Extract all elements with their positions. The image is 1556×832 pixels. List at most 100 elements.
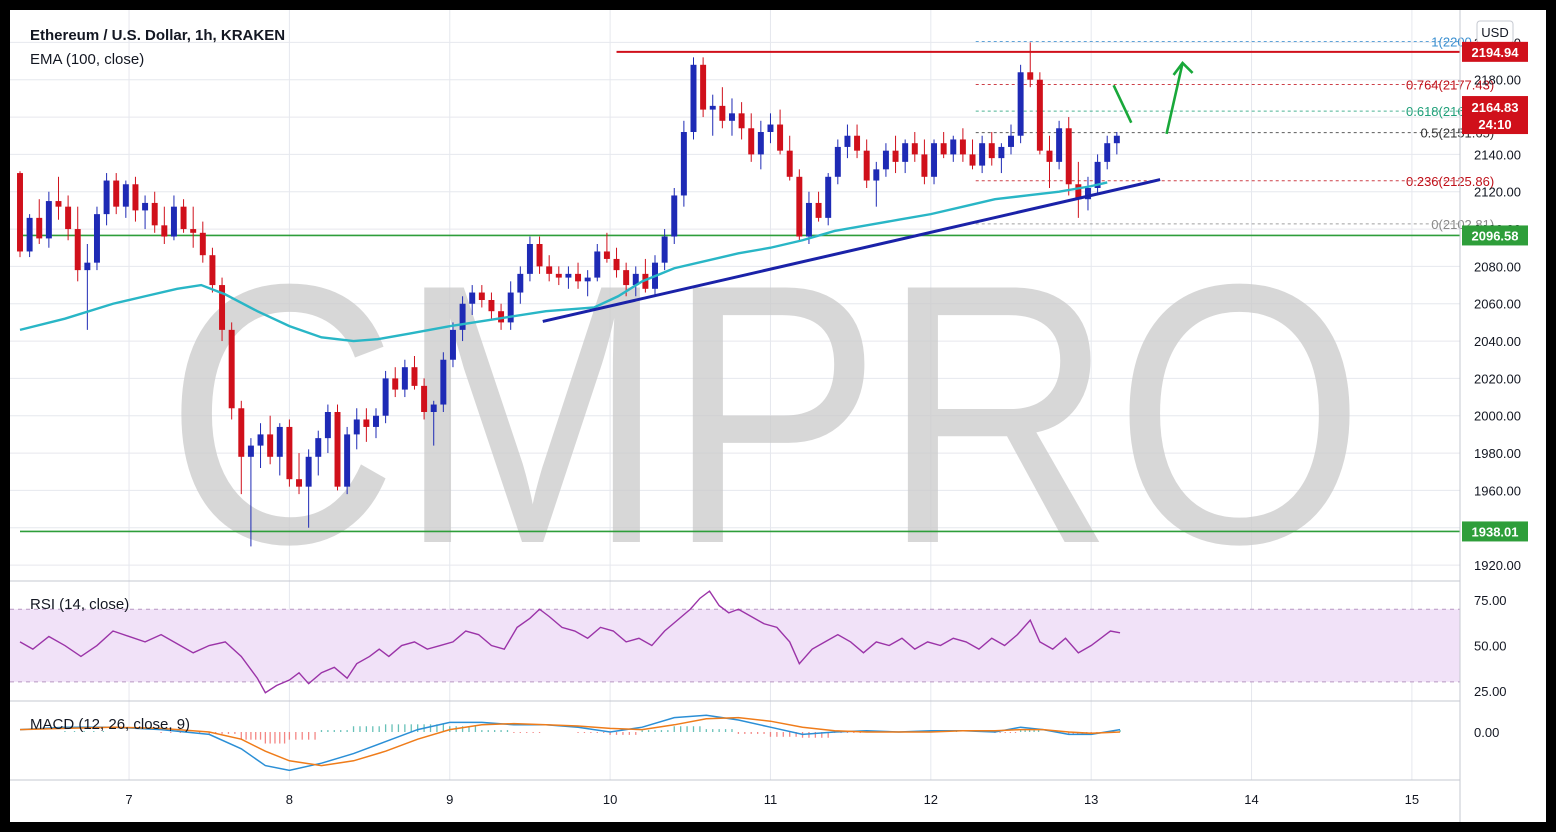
candle-body: [1017, 72, 1024, 136]
candle-body: [161, 225, 168, 237]
price-tick-label: 2020.00: [1474, 371, 1521, 386]
candle-body: [373, 415, 379, 427]
candle-body: [247, 445, 254, 457]
candle-body: [353, 419, 360, 435]
candle-body: [1036, 79, 1043, 151]
price-label-text: 2096.58: [1472, 228, 1519, 243]
price-label-badge: [1462, 41, 1528, 62]
candle-body: [45, 201, 52, 239]
time-tick-label: 9: [446, 792, 453, 807]
candle-body: [296, 479, 303, 487]
macd-signal-line: [19, 716, 1121, 767]
price-tick-label: 2120.00: [1474, 185, 1521, 200]
candle-body: [190, 229, 197, 233]
price-tick-label: 2140.00: [1474, 147, 1521, 162]
candle-body: [738, 113, 745, 129]
candle-body: [103, 180, 110, 215]
candle-body: [969, 154, 976, 166]
candle-body: [1104, 143, 1111, 162]
candle-body: [401, 367, 408, 390]
rsi-tick-label: 75.00: [1474, 593, 1507, 608]
candle-body: [719, 105, 726, 121]
current-price-text: 2164.83: [1472, 100, 1519, 115]
candle-body: [17, 173, 23, 252]
candle-body: [911, 143, 918, 155]
candle-body: [1075, 184, 1082, 200]
candle-body: [998, 146, 1005, 159]
time-tick-label: 12: [924, 792, 938, 807]
candle-body: [844, 135, 851, 147]
price-tick-label: 2180.00: [1474, 73, 1521, 88]
candle-body: [228, 329, 235, 409]
candle-body: [892, 150, 899, 162]
price-label-badge: [1462, 225, 1528, 246]
price-tick-label: 2040.00: [1474, 334, 1521, 349]
candle-body: [151, 202, 158, 226]
candle-body: [767, 124, 774, 132]
candle-body: [536, 244, 543, 267]
candle-body: [65, 206, 72, 230]
countdown-text: 24:10: [1478, 117, 1511, 132]
candle-body: [257, 434, 264, 446]
price-tick-label: 1920.00: [1474, 558, 1521, 573]
candle-body: [526, 244, 533, 274]
candle-body: [757, 132, 764, 155]
rsi-line: [19, 590, 1121, 694]
time-tick-label: 8: [286, 792, 293, 807]
candle-body: [555, 273, 562, 278]
price-tick-label: 1960.00: [1474, 483, 1521, 498]
candle-body: [748, 128, 755, 155]
arrowhead-icon: [1172, 60, 1194, 76]
candle-body: [286, 426, 293, 480]
candle-body: [873, 169, 880, 181]
currency-label: USD: [1481, 25, 1508, 40]
price-tick-label: 2080.00: [1474, 259, 1521, 274]
rsi-band: [10, 609, 1460, 682]
candle-body: [950, 139, 957, 155]
price-label-text: 2194.94: [1472, 45, 1520, 60]
time-tick-label: 7: [125, 792, 132, 807]
candle-body: [1084, 188, 1091, 200]
candle-body: [517, 273, 524, 293]
candle-body: [921, 154, 928, 177]
candle-body: [324, 412, 331, 439]
forecast-arrow: [1112, 84, 1133, 124]
candle-body: [777, 124, 784, 151]
macd-tick-label: 0.00: [1474, 725, 1499, 740]
candle-body: [680, 132, 687, 196]
candle-body: [882, 150, 889, 170]
candle-body: [219, 285, 226, 330]
time-tick-label: 11: [764, 792, 778, 807]
candle-body: [267, 434, 274, 457]
time-tick-label: 14: [1244, 792, 1258, 807]
candle-body: [440, 359, 447, 405]
candle-body: [276, 426, 283, 457]
candle-body: [36, 217, 43, 239]
candle-body: [632, 273, 639, 286]
candle-body: [113, 180, 120, 207]
candle-body: [132, 184, 139, 211]
candle-body: [170, 206, 177, 237]
candle-body: [575, 273, 582, 282]
candle-body: [180, 206, 187, 230]
candle-body: [209, 255, 216, 286]
candle-body: [546, 266, 553, 274]
candle-body: [979, 143, 986, 166]
candle-body: [382, 378, 389, 416]
candle-body: [1008, 135, 1014, 147]
current-price-badge: [1462, 96, 1528, 135]
candle-body: [1027, 72, 1034, 80]
candle-body: [796, 176, 803, 237]
candle-body: [334, 412, 341, 487]
candle-body: [786, 150, 793, 177]
candle-body: [26, 217, 33, 252]
ascending-trendline: [542, 178, 1161, 323]
trading-chart[interactable]: CMPRO1(2200.48)0.764(2177.43)0.618(2163.…: [10, 10, 1546, 822]
candle-body: [805, 202, 812, 237]
candle-body: [478, 292, 485, 300]
candle-body: [84, 262, 91, 271]
candle-body: [959, 139, 966, 155]
candle-body: [671, 195, 678, 237]
candle-body: [449, 329, 456, 360]
ema-100-line: [19, 181, 1108, 343]
